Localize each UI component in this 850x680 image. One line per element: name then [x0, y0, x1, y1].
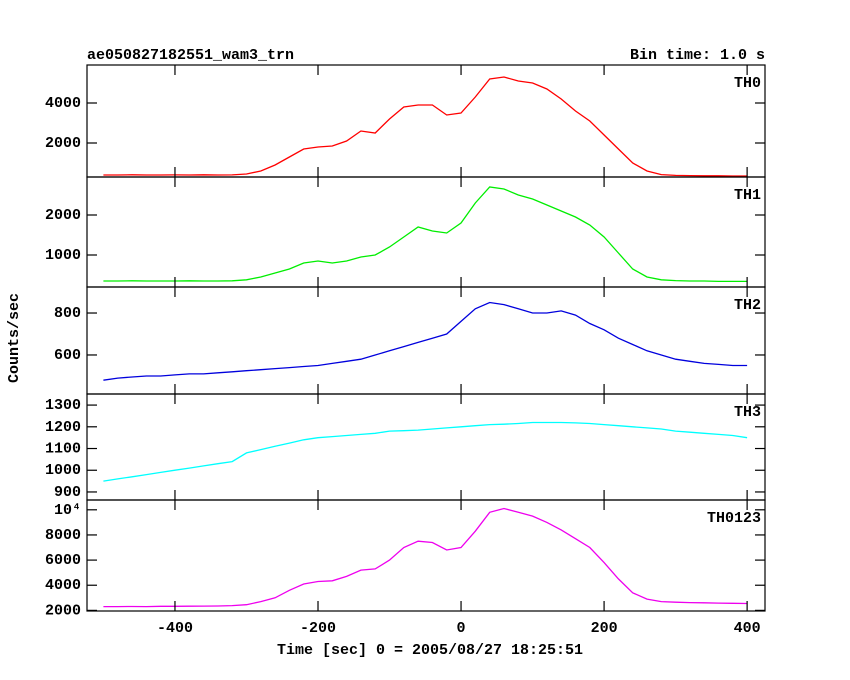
panel-name: TH1 [734, 187, 761, 204]
x-axis-label: Time [sec] 0 = 2005/08/27 18:25:51 [277, 642, 583, 659]
y-tick-label: 900 [54, 484, 81, 501]
x-tick-label: 0 [457, 620, 466, 637]
panel-frame [86, 176, 766, 288]
y-tick-label: 600 [54, 347, 81, 364]
x-tick-label: 200 [591, 620, 618, 637]
chart-subtitle: Bin time: 1.0 s [630, 47, 765, 64]
y-tick-label: 1100 [45, 440, 81, 457]
panel-name: TH2 [734, 297, 761, 314]
y-tick-label: 10⁴ [54, 502, 81, 519]
panel-name: TH0 [734, 75, 761, 92]
y-tick-label: 1300 [45, 397, 81, 414]
y-tick-label: 1000 [45, 247, 81, 264]
panel-frame [86, 64, 766, 178]
y-axis-label: Counts/sec [6, 293, 23, 383]
y-tick-label: 4000 [45, 577, 81, 594]
panel-frame [86, 393, 766, 501]
y-tick-label: 800 [54, 305, 81, 322]
y-tick-label: 8000 [45, 527, 81, 544]
y-tick-label: 1000 [45, 462, 81, 479]
series-line [103, 76, 748, 177]
y-tick-label: 4000 [45, 95, 81, 112]
x-tick-label: -200 [300, 620, 336, 637]
x-tick-label: 400 [734, 620, 761, 637]
series-line [103, 421, 748, 482]
panel-name: TH3 [734, 404, 761, 421]
y-tick-label: 2000 [45, 602, 81, 619]
chart-title: ae050827182551_wam3_trn [87, 47, 294, 64]
y-tick-label: 2000 [45, 135, 81, 152]
series-line [103, 301, 748, 381]
panel-frame [86, 499, 766, 612]
panel-name: TH0123 [707, 510, 761, 527]
series-line [103, 507, 748, 608]
x-tick-label: -400 [157, 620, 193, 637]
y-tick-label: 6000 [45, 552, 81, 569]
y-tick-label: 2000 [45, 207, 81, 224]
y-tick-label: 1200 [45, 419, 81, 436]
series-line [103, 186, 748, 283]
